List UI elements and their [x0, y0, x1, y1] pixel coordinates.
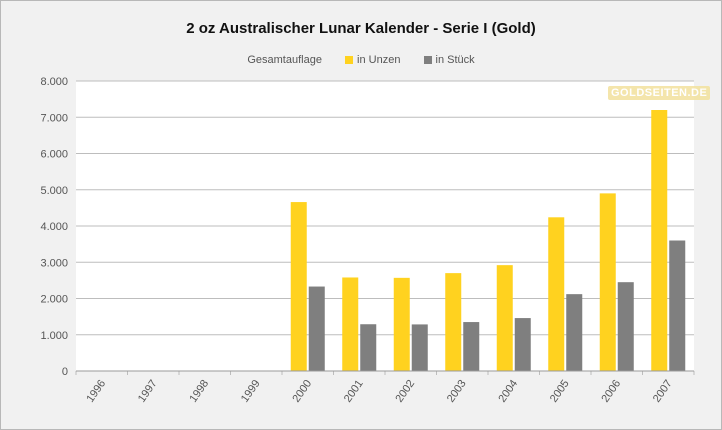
x-tick-label: 2000	[290, 378, 314, 405]
x-tick-label: 2007	[651, 378, 675, 405]
bar-unzen	[342, 277, 359, 371]
x-tick-label: 1998	[187, 378, 211, 405]
legend-label-unzen: in Unzen	[357, 54, 401, 67]
bar-stueck	[669, 240, 686, 371]
y-tick-label: 6.000	[40, 149, 68, 161]
bar-unzen	[651, 110, 668, 371]
legend-item-unzen: in Unzen	[345, 54, 400, 66]
x-tick-label: 2004	[496, 378, 520, 405]
x-tick-label: 2003	[445, 378, 469, 405]
bar-stueck	[463, 322, 480, 371]
y-tick-label: 4.000	[40, 221, 68, 233]
legend-swatch-unzen	[345, 56, 354, 65]
chart-legend: Gesamtauflage in Unzen in Stück	[0, 54, 722, 66]
bar-stueck	[360, 324, 377, 371]
y-tick-label: 8.000	[40, 76, 68, 88]
bar-stueck	[308, 286, 325, 371]
bar-unzen	[393, 277, 410, 371]
y-tick-label: 1.000	[40, 330, 68, 342]
x-tick-label: 2001	[342, 378, 366, 405]
x-tick-label: 1997	[136, 378, 160, 405]
bar-unzen	[599, 193, 616, 371]
bar-unzen	[496, 265, 513, 371]
y-tick-label: 5.000	[40, 185, 68, 197]
x-tick-label: 1996	[84, 378, 108, 405]
x-tick-label: 2005	[548, 378, 572, 405]
bar-unzen	[290, 202, 307, 371]
x-tick-label: 2006	[599, 378, 623, 405]
legend-swatch-stueck	[423, 56, 432, 65]
y-tick-label: 0	[62, 366, 68, 378]
legend-item-stueck: in Stück	[423, 54, 475, 67]
bar-stueck	[411, 324, 428, 371]
chart-title: 2 oz Australischer Lunar Kalender - Seri…	[186, 20, 536, 37]
y-tick-label: 2.000	[40, 294, 68, 306]
watermark-logo: GOLDSEITEN.DE	[608, 86, 711, 100]
x-tick-label: 1999	[239, 378, 263, 405]
y-tick-label: 3.000	[40, 257, 68, 269]
bar-stueck	[514, 318, 531, 371]
legend-label-stueck: in Stück	[435, 54, 475, 67]
bar-unzen	[445, 273, 462, 371]
x-tick-label: 2002	[393, 378, 417, 405]
bar-unzen	[548, 217, 565, 371]
legend-title: Gesamtauflage	[247, 54, 322, 67]
bar-stueck	[617, 282, 634, 371]
y-tick-label: 7.000	[40, 112, 68, 124]
bar-stueck	[566, 294, 583, 371]
